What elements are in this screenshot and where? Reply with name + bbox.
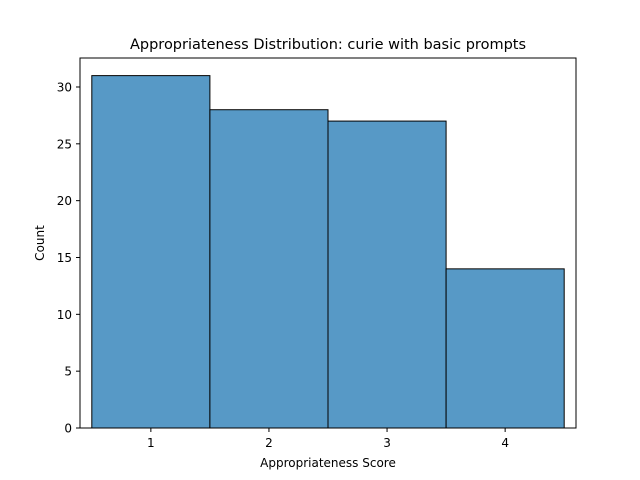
x-axis-label: Appropriateness Score [260,456,396,470]
x-tick-label: 1 [147,436,155,450]
bar-4 [445,268,565,429]
bar-2 [209,109,329,429]
y-tick-label: 20 [57,194,72,208]
y-tick-label: 25 [57,137,72,151]
y-tick-label: 5 [64,365,72,379]
x-tick-label: 2 [265,436,273,450]
x-tick-label: 4 [501,436,509,450]
y-tick-label: 0 [64,422,72,436]
y-tick-label: 30 [57,80,72,94]
y-axis-label: Count [33,225,47,261]
y-axis-ticks: 0 5 10 15 20 25 30 [57,80,80,436]
bar-3 [327,120,447,429]
plot-frame [79,57,577,429]
chart-title: Appropriateness Distribution: curie with… [130,37,526,53]
y-tick-label: 10 [57,308,72,322]
bar-1 [91,75,211,429]
y-tick-label: 15 [57,251,72,265]
x-axis-ticks: 1 2 3 4 [147,428,509,450]
x-tick-label: 3 [383,436,391,450]
bars-group [91,75,565,429]
